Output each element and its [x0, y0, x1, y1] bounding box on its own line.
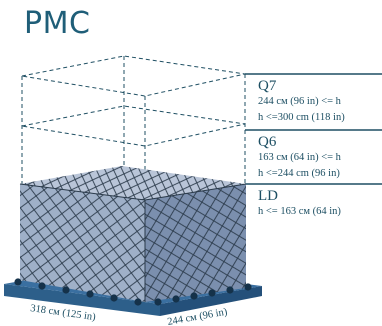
level-q6-range-high: h <=244 cm (96 in) — [258, 168, 340, 179]
level-ld-code: LD — [258, 188, 278, 204]
level-ld-range: h <= 163 см (64 in) — [258, 206, 341, 217]
level-q6-range-low: 163 см (64 in) <= h — [258, 152, 341, 163]
level-separators — [245, 73, 382, 185]
net-hooks — [14, 278, 252, 306]
cargo-load — [19, 166, 247, 302]
page-title: PMC — [24, 6, 91, 41]
level-q7-range-high: h <=300 cm (118 in) — [258, 112, 345, 123]
level-q6-code: Q6 — [258, 134, 277, 150]
level-q7-range-low: 244 см (96 in) <= h — [258, 96, 341, 107]
level-q7-code: Q7 — [258, 78, 277, 94]
